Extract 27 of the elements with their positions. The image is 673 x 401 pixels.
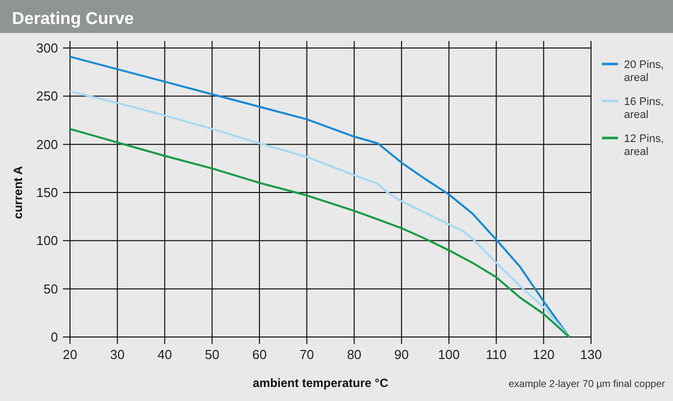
x-tick-label: 120 [532, 347, 554, 362]
x-tick-label: 60 [252, 347, 267, 362]
y-axis-title: current A [11, 166, 25, 219]
x-axis-title: ambient temperature °C [252, 376, 389, 390]
y-tick-label: 200 [36, 136, 58, 152]
legend-label: 12 Pins, areal [624, 133, 664, 158]
y-tick-label: 100 [36, 233, 58, 248]
x-tick-label: 100 [438, 347, 460, 362]
x-tick-label: 90 [394, 347, 409, 362]
legend-label: 16 Pins, areal [624, 96, 664, 121]
line-series [69, 128, 570, 338]
y-tick-label: 300 [36, 40, 58, 56]
chart-title: Derating Curve [12, 9, 134, 28]
x-tick-label: 30 [110, 347, 125, 362]
y-tick-label: 0 [50, 330, 58, 344]
x-tick-label: 80 [346, 347, 362, 362]
x-tick-label: 110 [486, 347, 507, 362]
x-tick-label: 70 [300, 347, 314, 362]
x-tick-label: 130 [580, 347, 602, 362]
y-tick-label: 250 [36, 88, 58, 104]
y-tick-label: 50 [44, 281, 58, 296]
x-tick-label: 20 [62, 347, 78, 362]
y-tick-label: 150 [36, 185, 58, 200]
legend-label: 20 Pins, areal [624, 59, 664, 84]
x-tick-label: 50 [204, 347, 220, 362]
x-tick-label: 40 [157, 347, 172, 362]
text: example 2-layer 70 µm final copper [508, 379, 666, 390]
